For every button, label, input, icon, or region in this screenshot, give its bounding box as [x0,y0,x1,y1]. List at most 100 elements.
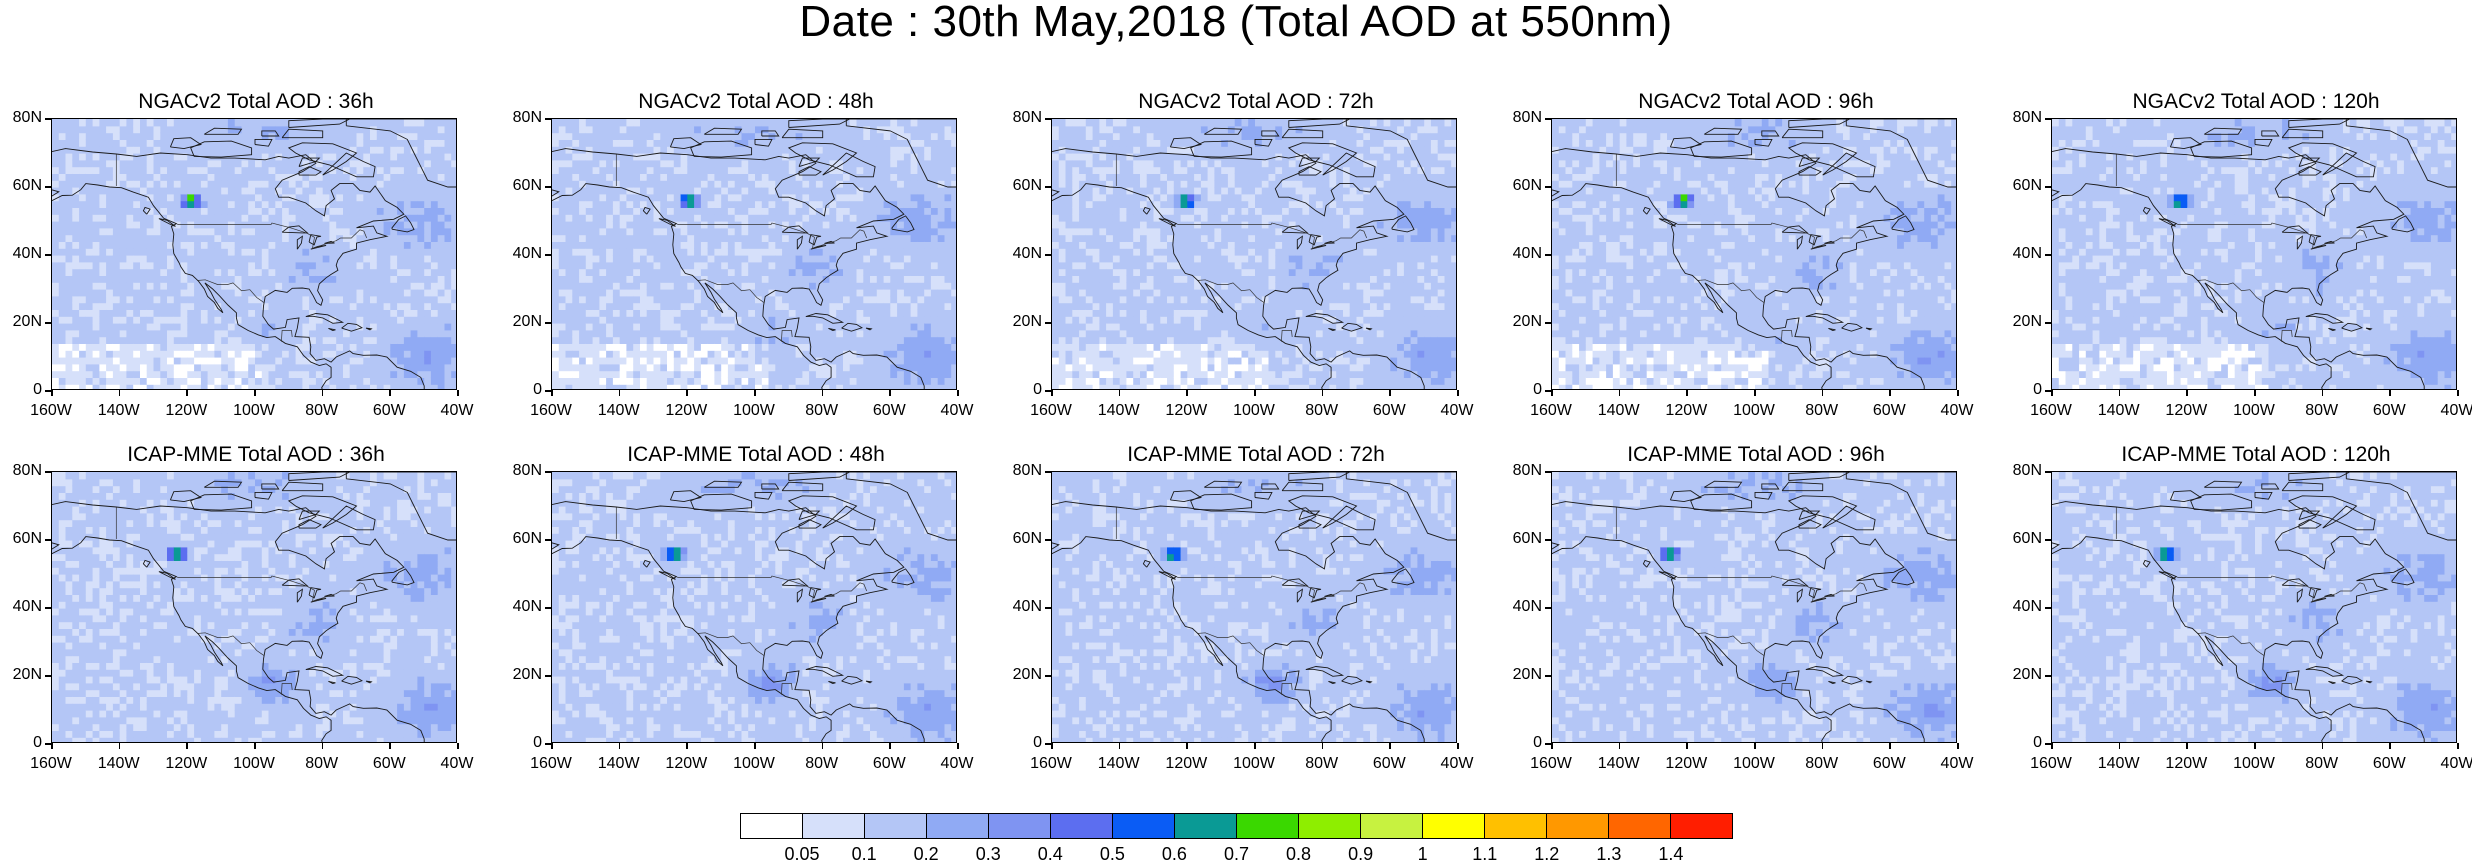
lat-tick-label: 60N [1008,531,1042,547]
lat-tick [545,254,551,256]
lat-tick-label: 20N [1508,314,1542,330]
colorbar-label: 0.9 [1336,845,1386,863]
lat-tick-label: 0 [1508,735,1542,751]
lat-tick-label: 60N [2008,178,2042,194]
lon-tick-label: 100W [724,403,784,419]
lat-tick-label: 80N [508,110,542,126]
lon-tick-label: 140W [1589,403,1649,419]
lon-tick [2051,390,2053,396]
lat-tick-label: 80N [1508,463,1542,479]
lon-tick [2322,390,2324,396]
lat-tick-label: 0 [1008,735,1042,751]
aod-map [1051,471,1457,743]
panel-title: ICAP-MME Total AOD : 96h [1551,443,1961,467]
aod-field [2052,119,2457,390]
lon-tick [457,743,459,749]
lon-tick-label: 60W [2359,756,2419,772]
lat-tick-label: 80N [2008,463,2042,479]
lon-tick [254,390,256,396]
lon-tick [1754,743,1756,749]
lat-tick-label: 60N [508,531,542,547]
lon-tick [2119,743,2121,749]
lon-tick-label: 80W [292,756,352,772]
lon-tick [1254,390,1256,396]
lon-tick [551,390,553,396]
lon-tick [822,743,824,749]
colorbar-swatch [927,814,989,838]
lat-tick-label: 0 [2008,735,2042,751]
lon-tick-label: 40W [927,403,987,419]
lat-tick [1045,471,1051,473]
lat-tick [545,186,551,188]
lon-tick-label: 100W [2224,756,2284,772]
lon-tick-label: 140W [1089,403,1149,419]
aod-field [52,119,457,390]
lon-tick-label: 100W [1724,403,1784,419]
lon-tick [619,390,621,396]
aod-field [1052,119,1457,390]
panel-title: NGACv2 Total AOD : 72h [1051,90,1461,114]
lon-tick-label: 120W [1156,403,1216,419]
aod-field [552,119,957,390]
colorbar-label: 1.4 [1646,845,1696,863]
aod-field [2052,472,2457,743]
lat-tick-label: 80N [1508,110,1542,126]
lon-tick [2389,390,2391,396]
lon-tick-label: 60W [1359,403,1419,419]
colorbar-swatch [1051,814,1113,838]
figure-title: Date : 30th May,2018 (Total AOD at 550nm… [0,0,2472,44]
lon-tick [686,390,688,396]
lon-tick-label: 100W [2224,403,2284,419]
lon-tick-label: 120W [2156,756,2216,772]
lon-tick [1822,390,1824,396]
lat-tick [45,186,51,188]
panel-title: ICAP-MME Total AOD : 120h [2051,443,2461,467]
panel-title: NGACv2 Total AOD : 36h [51,90,461,114]
lon-tick [2119,390,2121,396]
colorbar-swatch [865,814,927,838]
lon-tick-label: 40W [1427,403,1487,419]
lon-tick [1119,390,1121,396]
lon-tick-label: 120W [1656,403,1716,419]
colorbar-swatch [1113,814,1175,838]
panel-title: NGACv2 Total AOD : 96h [1551,90,1961,114]
colorbar-label: 0.05 [777,845,827,863]
lon-tick [2254,390,2256,396]
aod-map [51,471,457,743]
lon-tick [1457,390,1459,396]
lat-tick [1045,539,1051,541]
lon-tick [2457,390,2459,396]
lat-tick-label: 0 [2008,382,2042,398]
aod-field [1052,472,1457,743]
lon-tick [1957,743,1959,749]
lon-tick-label: 40W [1927,403,1987,419]
colorbar-swatch [989,814,1051,838]
lat-tick-label: 80N [1008,463,1042,479]
lon-tick-label: 140W [2089,756,2149,772]
colorbar-label: 0.4 [1025,845,1075,863]
lon-tick [2186,390,2188,396]
lat-tick [2045,322,2051,324]
lon-tick-label: 140W [1089,756,1149,772]
aod-map [1551,118,1957,390]
lat-tick-label: 60N [1008,178,1042,194]
lon-tick-label: 140W [89,403,149,419]
lat-tick-label: 20N [8,314,42,330]
lat-tick-label: 60N [8,178,42,194]
colorbar-label: 0.7 [1212,845,1262,863]
colorbar-swatch [803,814,865,838]
lon-tick [1686,743,1688,749]
lon-tick [1889,390,1891,396]
lat-tick [545,471,551,473]
colorbar-label: 0.5 [1087,845,1137,863]
lat-tick [2045,471,2051,473]
lon-tick-label: 60W [1359,756,1419,772]
lon-tick [457,390,459,396]
colorbar-swatch [1609,814,1671,838]
lon-tick [322,743,324,749]
lat-tick-label: 40N [1008,246,1042,262]
lat-tick [1545,539,1551,541]
lon-tick-label: 120W [2156,403,2216,419]
